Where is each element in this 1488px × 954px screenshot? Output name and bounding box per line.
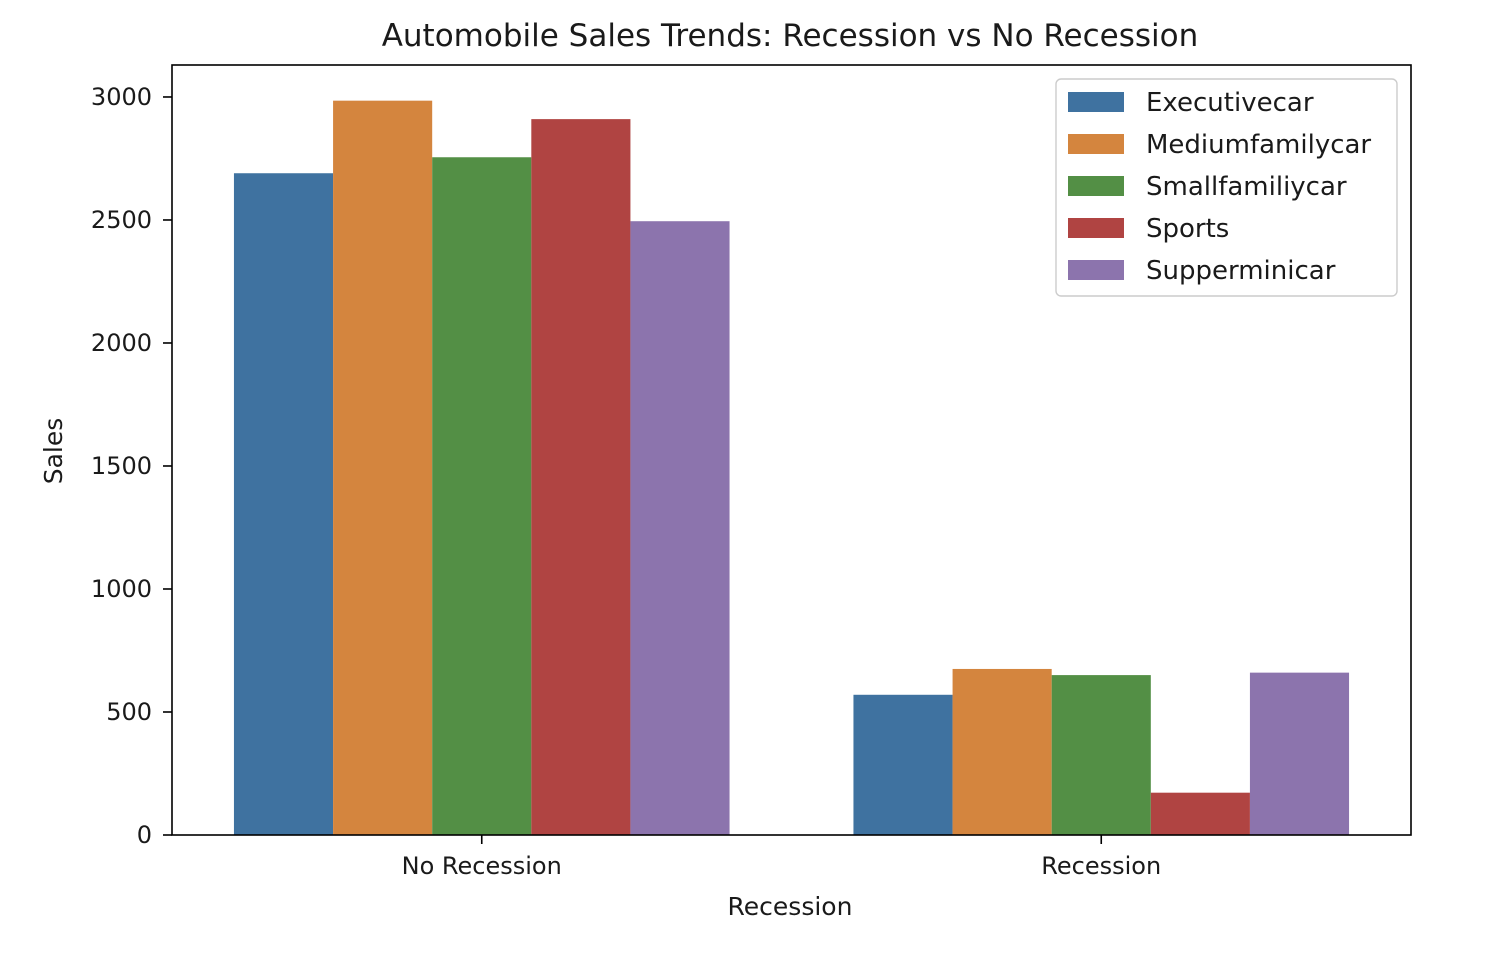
legend-swatch-mediumfamilycar bbox=[1068, 134, 1124, 154]
legend-label-smallfamiliycar: Smallfamiliycar bbox=[1146, 172, 1347, 202]
axes-layer: 0 500 1000 1500 2000 2500 3000 No Recession Rece… bbox=[91, 64, 1412, 880]
x-tick-label: Recession bbox=[1041, 852, 1161, 880]
legend-label-mediumfamilycar: Mediumfamilycar bbox=[1146, 130, 1371, 160]
legend-swatch-supperminicar bbox=[1068, 260, 1124, 280]
legend-label-sports: Sports bbox=[1146, 214, 1229, 244]
bar-sports-recession bbox=[1150, 792, 1250, 835]
y-tick-label: 1500 bbox=[91, 452, 152, 480]
legend-label-executivecar: Executivecar bbox=[1146, 88, 1314, 118]
bar-mediumfamilycar-recession bbox=[952, 668, 1052, 835]
bar-executivecar-no-recession bbox=[233, 173, 334, 836]
legend-swatch-smallfamiliycar bbox=[1068, 176, 1124, 196]
y-tick-label: 500 bbox=[106, 698, 152, 726]
y-tick-label: 0 bbox=[137, 821, 152, 849]
bar-mediumfamilycar-no-recession bbox=[333, 100, 433, 836]
legend-swatch-executivecar bbox=[1068, 92, 1124, 112]
y-tick-label: 1000 bbox=[91, 575, 152, 603]
chart-title: Automobile Sales Trends: Recession vs No… bbox=[382, 18, 1199, 54]
plot-frame bbox=[171, 64, 1412, 836]
x-tick-label: No Recession bbox=[402, 852, 562, 880]
bar-executivecar-recession bbox=[853, 694, 953, 835]
y-tick-label: 3000 bbox=[91, 83, 152, 111]
bar-smallfamiliycar-no-recession bbox=[432, 157, 532, 835]
bar-sports-no-recession bbox=[531, 119, 631, 836]
y-tick-label: 2000 bbox=[91, 329, 152, 357]
legend: Executivecar Mediumfamilycar Smallfamiliyc… bbox=[1055, 78, 1398, 297]
x-axis-title: Recession bbox=[728, 892, 853, 921]
legend-label-supperminicar: Supperminicar bbox=[1146, 256, 1336, 286]
bar-supperminicar-no-recession bbox=[630, 221, 730, 835]
y-axis-title: Sales bbox=[39, 418, 68, 485]
bars-layer bbox=[233, 100, 1350, 836]
y-tick-label: 2500 bbox=[91, 206, 152, 234]
legend-swatch-sports bbox=[1068, 218, 1124, 238]
bar-smallfamiliycar-recession bbox=[1051, 675, 1151, 835]
bar-supperminicar-recession bbox=[1249, 672, 1350, 835]
legend-box bbox=[1055, 78, 1398, 297]
